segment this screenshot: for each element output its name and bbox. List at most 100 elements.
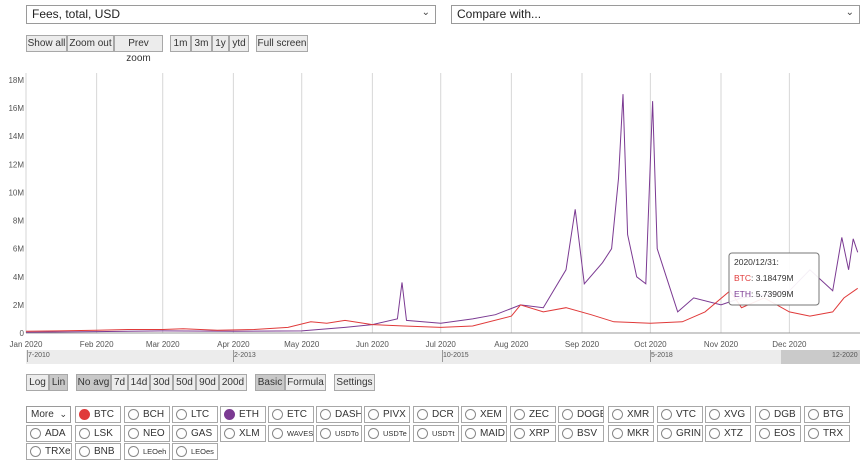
coin-toggle-vtc[interactable]: VTC xyxy=(657,406,703,423)
coin-label: PIVX xyxy=(383,409,406,420)
coin-label: TRXe xyxy=(45,446,71,457)
coin-label: LEOeh xyxy=(143,447,167,456)
radio-dot-icon xyxy=(128,409,139,420)
x-tick-label: Dec 2020 xyxy=(772,340,807,349)
radio-dot-icon xyxy=(562,409,573,420)
coin-label: BNB xyxy=(94,446,115,457)
coin-label: DGB xyxy=(774,409,796,420)
metric-select[interactable]: Fees, total, USD ⌄ xyxy=(26,5,436,24)
coin-toggle-trx[interactable]: TRX xyxy=(804,425,850,442)
settings-button[interactable]: Settings xyxy=(334,374,375,391)
tooltip-eth-label: ETH xyxy=(734,289,751,299)
radio-dot-icon xyxy=(661,409,672,420)
tooltip-eth-row: ETH: 5.73909M xyxy=(734,289,794,299)
radio-dot-icon xyxy=(368,428,379,439)
navigator-label: 7-2010 xyxy=(27,350,50,362)
navigator-label: 12-2020 xyxy=(832,352,858,359)
full-screen-button[interactable]: Full screen xyxy=(256,35,308,52)
coin-toggle-doge[interactable]: DOGE xyxy=(558,406,604,423)
avg-90d-button[interactable]: 90d xyxy=(196,374,219,391)
coin-toggle-zec[interactable]: ZEC xyxy=(510,406,556,423)
coin-toggle-usdtt[interactable]: USDTt xyxy=(413,425,459,442)
coin-label: XEM xyxy=(480,409,502,420)
coin-toggle-etc[interactable]: ETC xyxy=(268,406,314,423)
coin-toggle-eth[interactable]: ETH xyxy=(220,406,266,423)
y-tick-label: 12M xyxy=(8,160,24,169)
coin-toggle-mkr[interactable]: MKR xyxy=(608,425,654,442)
coin-toggle-btg[interactable]: BTG xyxy=(804,406,850,423)
coin-label: ETC xyxy=(287,409,307,420)
more-select[interactable]: More ⌄ xyxy=(26,406,71,423)
coin-toggle-xrp[interactable]: XRP xyxy=(510,425,556,442)
radio-dot-icon xyxy=(320,409,331,420)
basic-mode-button[interactable]: Basic xyxy=(255,374,285,391)
coin-toggle-xmr[interactable]: XMR xyxy=(608,406,654,423)
coin-toggle-leoeh[interactable]: LEOeh xyxy=(124,443,170,460)
coin-toggle-xem[interactable]: XEM xyxy=(461,406,507,423)
range-3m-button[interactable]: 3m xyxy=(191,35,212,52)
radio-dot-icon xyxy=(808,428,819,439)
coin-toggle-maid[interactable]: MAID xyxy=(461,425,507,442)
time-navigator[interactable] xyxy=(26,350,860,364)
x-tick-label: Jul 2020 xyxy=(426,340,457,349)
coin-toggle-xvg[interactable]: XVG xyxy=(705,406,751,423)
avg-14d-button[interactable]: 14d xyxy=(128,374,150,391)
zoom-out-button[interactable]: Zoom out xyxy=(67,35,114,52)
y-tick-label: 14M xyxy=(8,132,24,141)
coin-toggle-btc[interactable]: BTC xyxy=(75,406,121,423)
coin-toggle-bch[interactable]: BCH xyxy=(124,406,170,423)
coin-toggle-bsv[interactable]: BSV xyxy=(558,425,604,442)
coin-label: USDTe xyxy=(383,429,407,438)
coin-toggle-ltc[interactable]: LTC xyxy=(172,406,218,423)
formula-mode-button[interactable]: Formula xyxy=(285,374,326,391)
coin-label: WAVES xyxy=(287,429,314,438)
prev-zoom-button[interactable]: Prev zoom xyxy=(114,35,163,64)
avg-50d-button[interactable]: 50d xyxy=(173,374,196,391)
coin-label: GAS xyxy=(191,428,213,439)
coin-label: USDTo xyxy=(335,429,359,438)
radio-dot-icon xyxy=(272,428,283,439)
coin-toggle-usdte[interactable]: USDTe xyxy=(364,425,410,442)
coin-toggle-trxe[interactable]: TRXe xyxy=(26,443,72,460)
tooltip-eth-value: : 5.73909M xyxy=(751,289,794,299)
fees-line-chart[interactable]: Jan 2020 Feb 2020 Mar 2020 Apr 2020 May 2020… xyxy=(0,65,865,350)
range-1m-button[interactable]: 1m xyxy=(170,35,191,52)
coin-label: DOGE xyxy=(577,409,604,420)
log-scale-button[interactable]: Log xyxy=(26,374,49,391)
coin-toggle-xlm[interactable]: XLM xyxy=(220,425,266,442)
show-all-button[interactable]: Show all xyxy=(26,35,67,52)
coin-label: ETH xyxy=(239,409,259,420)
navigator-selection[interactable] xyxy=(781,350,860,364)
avg-200d-button[interactable]: 200d xyxy=(219,374,247,391)
x-tick-label: Feb 2020 xyxy=(80,340,114,349)
coin-toggle-ada[interactable]: ADA xyxy=(26,425,72,442)
coin-toggle-lsk[interactable]: LSK xyxy=(75,425,121,442)
lin-scale-button[interactable]: Lin xyxy=(49,374,68,391)
avg-7d-button[interactable]: 7d xyxy=(111,374,128,391)
coin-toggle-gas[interactable]: GAS xyxy=(172,425,218,442)
avg-30d-button[interactable]: 30d xyxy=(150,374,173,391)
coin-toggle-pivx[interactable]: PIVX xyxy=(364,406,410,423)
coin-toggle-dcr[interactable]: DCR xyxy=(413,406,459,423)
radio-dot-icon xyxy=(661,428,672,439)
coin-toggle-neo[interactable]: NEO xyxy=(124,425,170,442)
no-avg-button[interactable]: No avg xyxy=(76,374,111,391)
coin-toggle-dgb[interactable]: DGB xyxy=(755,406,801,423)
coin-toggle-waves[interactable]: WAVES xyxy=(268,425,314,442)
coin-toggle-dash[interactable]: DASH xyxy=(316,406,362,423)
coin-toggle-usdto[interactable]: USDTo xyxy=(316,425,362,442)
range-1y-button[interactable]: 1y xyxy=(212,35,229,52)
coin-label: MKR xyxy=(627,428,650,439)
coin-toggle-bnb[interactable]: BNB xyxy=(75,443,121,460)
x-tick-label: Oct 2020 xyxy=(634,340,667,349)
x-tick-label: May 2020 xyxy=(284,340,320,349)
coin-toggle-eos[interactable]: EOS xyxy=(755,425,801,442)
radio-dot-icon xyxy=(465,409,476,420)
radio-dot-icon xyxy=(808,409,819,420)
range-ytd-button[interactable]: ytd xyxy=(229,35,249,52)
coin-toggle-leoes[interactable]: LEOes xyxy=(172,443,218,460)
compare-select[interactable]: Compare with... ⌄ xyxy=(451,5,860,24)
coin-toggle-xtz[interactable]: XTZ xyxy=(705,425,751,442)
coin-toggle-grin[interactable]: GRIN xyxy=(657,425,703,442)
radio-dot-icon xyxy=(30,428,41,439)
